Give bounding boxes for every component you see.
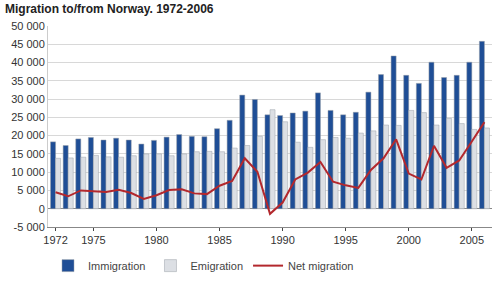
svg-text:35 000: 35 000 (11, 75, 45, 87)
svg-text:1995: 1995 (333, 234, 357, 246)
svg-text:1985: 1985 (207, 234, 231, 246)
svg-text:2000: 2000 (397, 234, 421, 246)
svg-text:Migration to/from Norway. 1972: Migration to/from Norway. 1972-2006 (5, 2, 214, 16)
svg-text:40 000: 40 000 (11, 56, 45, 68)
svg-text:1990: 1990 (270, 234, 294, 246)
svg-text:10 000: 10 000 (11, 166, 45, 178)
svg-text:Emigration: Emigration (190, 260, 243, 272)
svg-text:2005: 2005 (460, 234, 484, 246)
svg-text:-5 000: -5 000 (14, 221, 45, 233)
svg-text:1980: 1980 (144, 234, 168, 246)
svg-text:1975: 1975 (81, 234, 105, 246)
svg-text:20 000: 20 000 (11, 129, 45, 141)
svg-text:5 000: 5 000 (17, 184, 45, 196)
svg-text:Net migration: Net migration (288, 260, 353, 272)
svg-text:Immigration: Immigration (88, 260, 145, 272)
svg-text:25 000: 25 000 (11, 111, 45, 123)
svg-text:30 000: 30 000 (11, 93, 45, 105)
svg-text:45 000: 45 000 (11, 38, 45, 50)
svg-text:50 000: 50 000 (11, 20, 45, 32)
svg-text:15 000: 15 000 (11, 148, 45, 160)
svg-text:1972: 1972 (43, 234, 67, 246)
svg-text:0: 0 (39, 203, 45, 215)
